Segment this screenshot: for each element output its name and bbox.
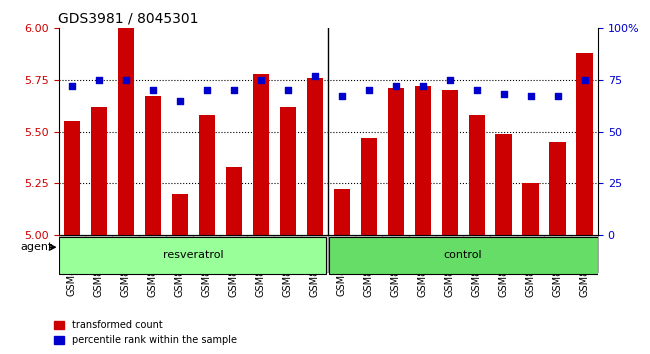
Text: GDS3981 / 8045301: GDS3981 / 8045301	[58, 12, 199, 26]
Bar	[355, 235, 382, 272]
Bar	[415, 86, 431, 235]
Bar	[436, 235, 463, 272]
Bar	[199, 115, 215, 235]
Bar	[58, 235, 85, 272]
Bar	[247, 235, 274, 272]
Bar	[333, 189, 350, 235]
Bar	[280, 107, 296, 235]
Bar	[274, 235, 302, 272]
Bar	[194, 235, 220, 272]
Bar	[112, 235, 140, 272]
Point	[255, 77, 266, 83]
Point	[525, 94, 536, 99]
Bar	[523, 183, 539, 235]
Point	[579, 77, 590, 83]
FancyBboxPatch shape	[330, 237, 598, 274]
Text: agent: agent	[21, 242, 53, 252]
Bar	[490, 235, 517, 272]
Bar	[226, 167, 242, 235]
Bar	[463, 235, 490, 272]
Point	[283, 87, 293, 93]
Bar	[302, 235, 328, 272]
Point	[417, 83, 428, 89]
Point	[202, 87, 212, 93]
Point	[309, 73, 320, 79]
Text: resveratrol: resveratrol	[163, 251, 224, 261]
Bar	[166, 235, 194, 272]
Point	[148, 87, 158, 93]
Bar	[220, 235, 247, 272]
Point	[471, 87, 482, 93]
Bar	[549, 142, 566, 235]
Bar	[469, 115, 485, 235]
Bar	[85, 235, 112, 272]
Point	[175, 98, 185, 103]
Bar	[91, 107, 107, 235]
Bar	[441, 90, 458, 235]
Bar	[571, 235, 598, 272]
Bar	[387, 88, 404, 235]
Bar	[140, 235, 166, 272]
Bar	[361, 138, 377, 235]
Bar	[118, 28, 134, 235]
Point	[363, 87, 374, 93]
Point	[552, 94, 563, 99]
Legend: transformed count, percentile rank within the sample: transformed count, percentile rank withi…	[50, 316, 240, 349]
Bar	[145, 96, 161, 235]
Bar	[328, 235, 355, 272]
Bar	[577, 53, 593, 235]
Bar	[517, 235, 544, 272]
Bar	[382, 235, 410, 272]
Bar	[495, 133, 512, 235]
Point	[67, 83, 77, 89]
Bar	[410, 235, 436, 272]
Text: control: control	[444, 251, 482, 261]
Bar	[172, 194, 188, 235]
Point	[445, 77, 455, 83]
Point	[337, 94, 347, 99]
Bar	[253, 74, 269, 235]
Bar	[307, 78, 323, 235]
Point	[391, 83, 401, 89]
Point	[121, 77, 131, 83]
Bar	[544, 235, 571, 272]
Point	[229, 87, 239, 93]
Bar	[64, 121, 80, 235]
FancyBboxPatch shape	[58, 237, 326, 274]
Point	[499, 92, 509, 97]
Point	[94, 77, 104, 83]
